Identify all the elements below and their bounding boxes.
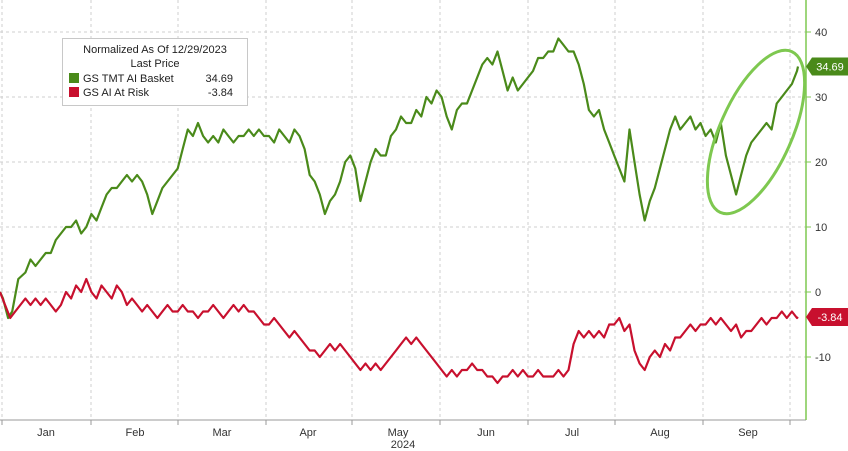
y-tick-label: 10 [815, 222, 827, 234]
gridlines [0, 0, 806, 420]
legend-item-tmt: GS TMT AI Basket 34.69 [69, 72, 241, 86]
legend-title: Normalized As Of 12/29/2023 [83, 44, 227, 56]
x-tick-label: Aug [650, 427, 670, 439]
y-tick-label: 20 [815, 157, 827, 169]
x-tick-label: Jun [477, 427, 495, 439]
highlight-ellipse [705, 48, 807, 216]
legend-item-risk: GS AI At Risk -3.84 [69, 86, 241, 100]
legend-label: GS TMT AI Basket [83, 73, 174, 85]
series-line-tmt-ai-basket [0, 37, 800, 320]
last-value-label-tmt: 34.69 [806, 57, 848, 76]
x-tick-label: Apr [299, 427, 316, 439]
y-tick-label: 40 [815, 27, 827, 39]
x-tick-label: Mar [213, 427, 232, 439]
value-tag [806, 57, 848, 76]
legend-swatch-green [69, 73, 79, 83]
legend-label: GS AI At Risk [83, 87, 150, 99]
legend-swatch-red [69, 87, 79, 97]
x-tick-label: Feb [126, 427, 145, 439]
legend-value: -3.84 [207, 87, 233, 99]
value-tag-text: -3.84 [817, 312, 842, 324]
last-value-label-risk: -3.84 [806, 307, 848, 326]
legend-value: 34.69 [205, 73, 233, 85]
x-axis: Jan Feb Mar Apr May Jun Jul Aug Sep 2024 [0, 419, 806, 451]
series-line-ai-at-risk [0, 277, 799, 385]
last-value-labels: 34.69 -3.84 [806, 57, 848, 326]
x-tick-label: May [388, 427, 409, 439]
x-tick-label: Jan [37, 427, 55, 439]
value-tag [806, 307, 848, 326]
y-tick-label: -10 [815, 352, 831, 364]
legend: Normalized As Of 12/29/2023 Last Price G… [62, 38, 248, 106]
y-tick-label: 0 [815, 287, 821, 299]
value-tag-text: 34.69 [816, 62, 844, 74]
series-lines [0, 37, 800, 385]
x-year-label: 2024 [391, 439, 415, 451]
x-tick-label: Sep [738, 427, 758, 439]
x-tick-label: Jul [565, 427, 579, 439]
legend-subtitle: Last Price [130, 58, 180, 70]
y-tick-label: 30 [815, 92, 827, 104]
y-axis: 40 30 20 10 0 -10 [805, 0, 831, 420]
